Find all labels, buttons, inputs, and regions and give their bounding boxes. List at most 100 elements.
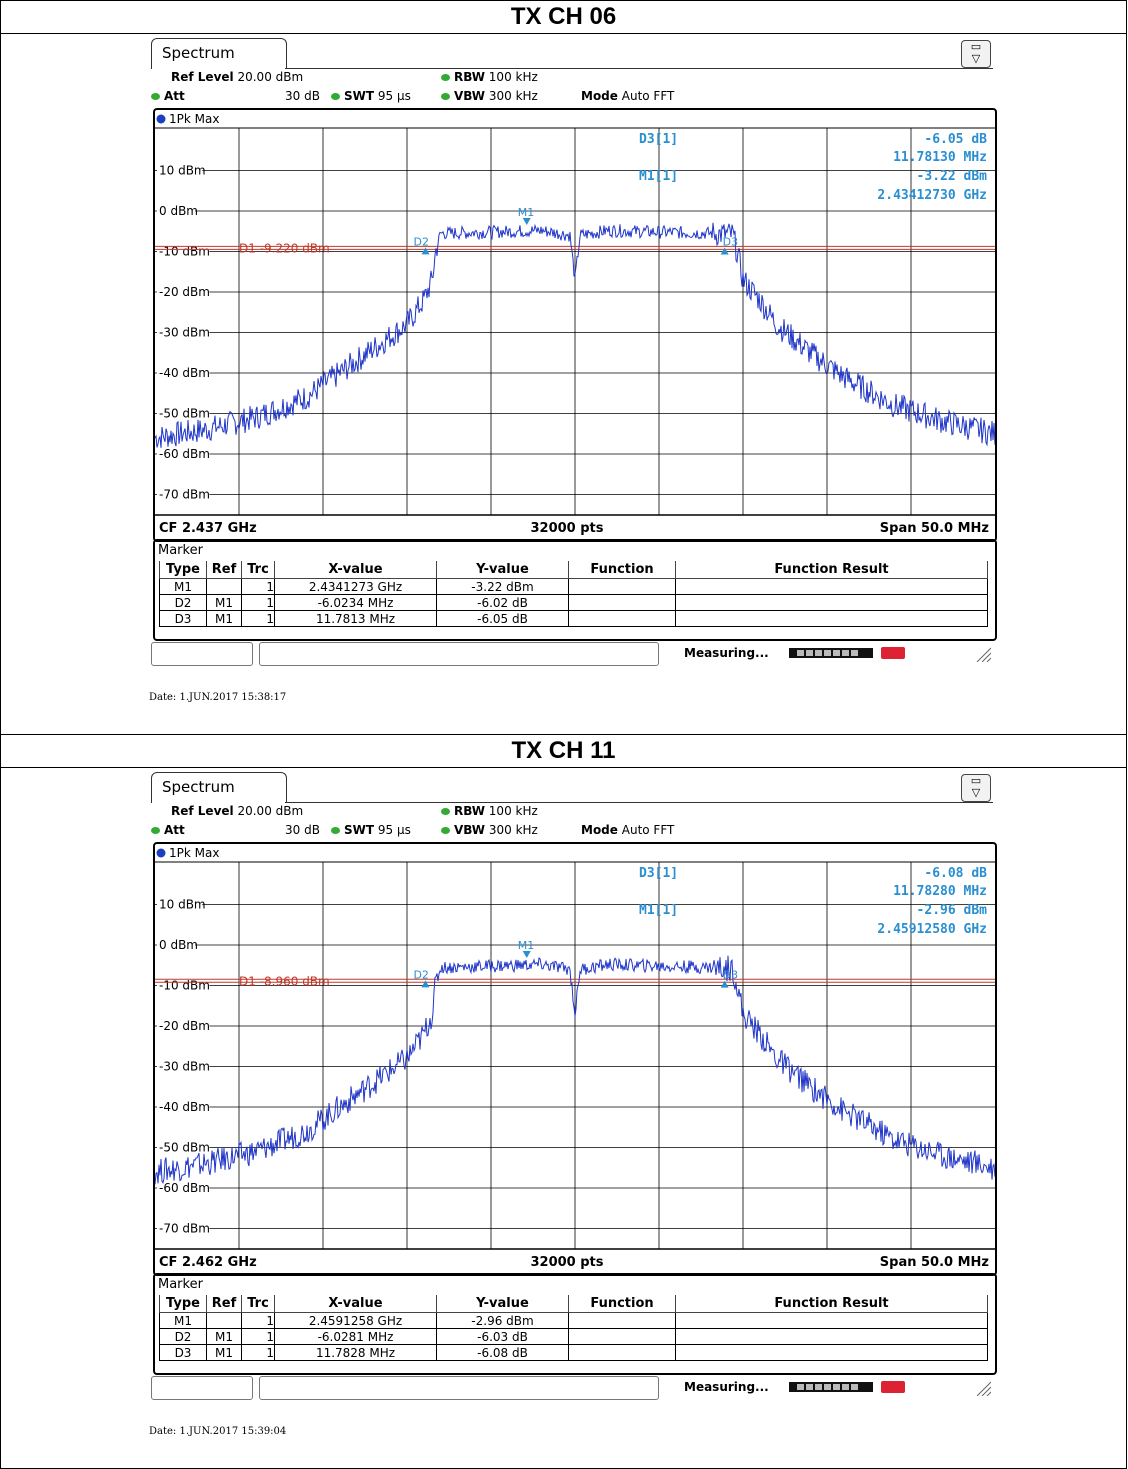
- marker-row: M1 1 2.4341273 GHz -3.22 dBm: [159, 578, 988, 595]
- vbw-label: VBW: [454, 89, 486, 103]
- ref-level: Ref Level 20.00 dBm: [171, 804, 303, 818]
- status-dot-icon: [441, 827, 450, 834]
- col-header-type: Type: [159, 561, 207, 579]
- marker-cell-y: -2.96 dBm: [436, 1312, 569, 1329]
- rbw: RBW 100 kHz: [441, 70, 538, 84]
- rohde-schwarz-logo-icon: [881, 1381, 905, 1393]
- marker-cell-result: [675, 1312, 988, 1329]
- marker-row: M1 1 2.4591258 GHz -2.96 dBm: [159, 1312, 988, 1329]
- spectrum-graph: 1Pk Max 10 dBm 0 dBm -10 dBm -20 dBm -30 dBm -…: [153, 842, 997, 1276]
- y-tick-label-bg: [157, 162, 203, 177]
- marker-cell-func: [568, 594, 676, 611]
- spectrum-plot: 1Pk Max 10 dBm 0 dBm -10 dBm -20 dBm -30 dBm -…: [155, 846, 995, 1270]
- col-header-y-value: Y-value: [436, 561, 569, 579]
- marker-label-d3: D3: [723, 969, 738, 982]
- rbw: RBW 100 kHz: [441, 804, 538, 818]
- status-dot-icon: [441, 93, 450, 100]
- rbw-label: RBW: [454, 70, 485, 84]
- display-toggle-icon[interactable]: ▭ ▽: [961, 774, 991, 802]
- readout-d3-name: D3[1]: [639, 866, 678, 881]
- y-tick-label: -70 dBm: [159, 1222, 210, 1236]
- y-tick-label-bg: [157, 243, 210, 258]
- timestamp: Date: 1.JUN.2017 15:39:04: [149, 1426, 287, 1437]
- mode-label: Mode: [581, 823, 618, 837]
- y-tick-label: -40 dBm: [159, 366, 210, 380]
- resize-grip-icon[interactable]: [975, 1380, 991, 1396]
- spectrum-trace: [155, 222, 995, 448]
- spectrum-plot: 1Pk Max 10 dBm 0 dBm -10 dBm -20 dBm -30 dBm -…: [155, 112, 995, 536]
- y-tick-label: -20 dBm: [159, 1019, 210, 1033]
- att-value: 30 dB: [285, 89, 320, 103]
- marker-cell-func: [568, 1312, 676, 1329]
- y-tick-label: -10 dBm: [159, 245, 210, 259]
- readout-d3-freq: 11.78130 MHz: [893, 150, 987, 165]
- status-field[interactable]: [151, 1376, 253, 1400]
- readout-d3-freq: 11.78280 MHz: [893, 884, 987, 899]
- mode-value: Auto FFT: [621, 89, 675, 103]
- marker-cell-ref: M1: [206, 1328, 242, 1345]
- y-tick-label-bg: [157, 365, 210, 379]
- rohde-schwarz-logo-icon: [881, 647, 905, 659]
- col-header-trc: Trc: [241, 561, 275, 579]
- tab-divider: [285, 802, 993, 803]
- trace-dot-icon: [156, 848, 166, 858]
- marker-cell-type: D2: [159, 594, 207, 611]
- swt: SWT 95 µs: [331, 823, 411, 837]
- readout-d3-value: -6.08 dB: [924, 866, 987, 881]
- display-toggle-icon[interactable]: ▭ ▽: [961, 40, 991, 68]
- y-tick-label: 0 dBm: [159, 938, 198, 952]
- rbw-value: 100 kHz: [488, 804, 538, 818]
- swt-value: 95 µs: [377, 823, 411, 837]
- marker-cell-trc: 1: [241, 578, 275, 595]
- marker-cell-x: 11.7813 MHz: [274, 610, 437, 627]
- ref-level-label: Ref Level: [171, 70, 234, 84]
- marker-cell-trc: 1: [241, 1328, 275, 1345]
- marker-cell-y: -6.03 dB: [436, 1328, 569, 1345]
- y-tick-label: 0 dBm: [159, 204, 198, 218]
- center-frequency-label: CF 2.437 GHz: [159, 521, 257, 536]
- mode-value: Auto FFT: [621, 823, 675, 837]
- spectrum-analyzer-panel: Spectrum ▭ ▽ Ref Level 20.00 dBm Att 30 d…: [149, 34, 997, 703]
- reference-line-label: D1 -9.220 dBm: [239, 241, 330, 255]
- marker-table-title: Marker: [158, 543, 203, 558]
- tab-spectrum[interactable]: Spectrum: [151, 772, 287, 803]
- swt-value: 95 µs: [377, 89, 411, 103]
- y-tick-label-bg: [157, 1018, 210, 1032]
- y-tick-label: -50 dBm: [159, 407, 210, 421]
- readout-m1-freq: 2.43412730 GHz: [877, 188, 987, 203]
- col-header-function-result: Function Result: [675, 1295, 988, 1313]
- marker-cell-trc: 1: [241, 610, 275, 627]
- marker-cell-result: [675, 610, 988, 627]
- readout-m1-name: M1[1]: [639, 903, 678, 918]
- marker-cell-result: [675, 594, 988, 611]
- marker-cell-type: D3: [159, 610, 207, 627]
- swt: SWT 95 µs: [331, 89, 411, 103]
- col-header-x-value: X-value: [274, 561, 437, 579]
- marker-cell-type: M1: [159, 578, 207, 595]
- y-tick-label-bg: [157, 937, 195, 951]
- y-tick-label-bg: [157, 486, 210, 501]
- col-header-type: Type: [159, 1295, 207, 1313]
- measuring-status: Measuring...: [684, 646, 769, 660]
- spectrum-analyzer-panel: Spectrum ▭ ▽ Ref Level 20.00 dBm Att 30 d…: [149, 768, 997, 1437]
- marker-row: D2 M1 1 -6.0281 MHz -6.03 dB: [159, 1328, 988, 1345]
- status-message-field[interactable]: [259, 1376, 659, 1400]
- status-field[interactable]: [151, 642, 253, 666]
- tab-spectrum[interactable]: Spectrum: [151, 38, 287, 69]
- y-tick-label: -30 dBm: [159, 326, 210, 340]
- tab-divider: [285, 68, 993, 69]
- resize-grip-icon[interactable]: [975, 646, 991, 662]
- y-tick-label-bg: [157, 1058, 210, 1073]
- timestamp: Date: 1.JUN.2017 15:38:17: [149, 692, 287, 703]
- marker-cell-ref: M1: [206, 594, 242, 611]
- y-tick-label: 10 dBm: [159, 898, 206, 912]
- rbw-label: RBW: [454, 804, 485, 818]
- col-header-ref: Ref: [206, 561, 242, 579]
- y-tick-label-bg: [157, 896, 203, 911]
- status-bar: Measuring...: [149, 640, 995, 666]
- marker-cell-trc: 1: [241, 594, 275, 611]
- swt-label: SWT: [344, 89, 375, 103]
- col-header-ref: Ref: [206, 1295, 242, 1313]
- status-dot-icon: [151, 827, 160, 834]
- status-message-field[interactable]: [259, 642, 659, 666]
